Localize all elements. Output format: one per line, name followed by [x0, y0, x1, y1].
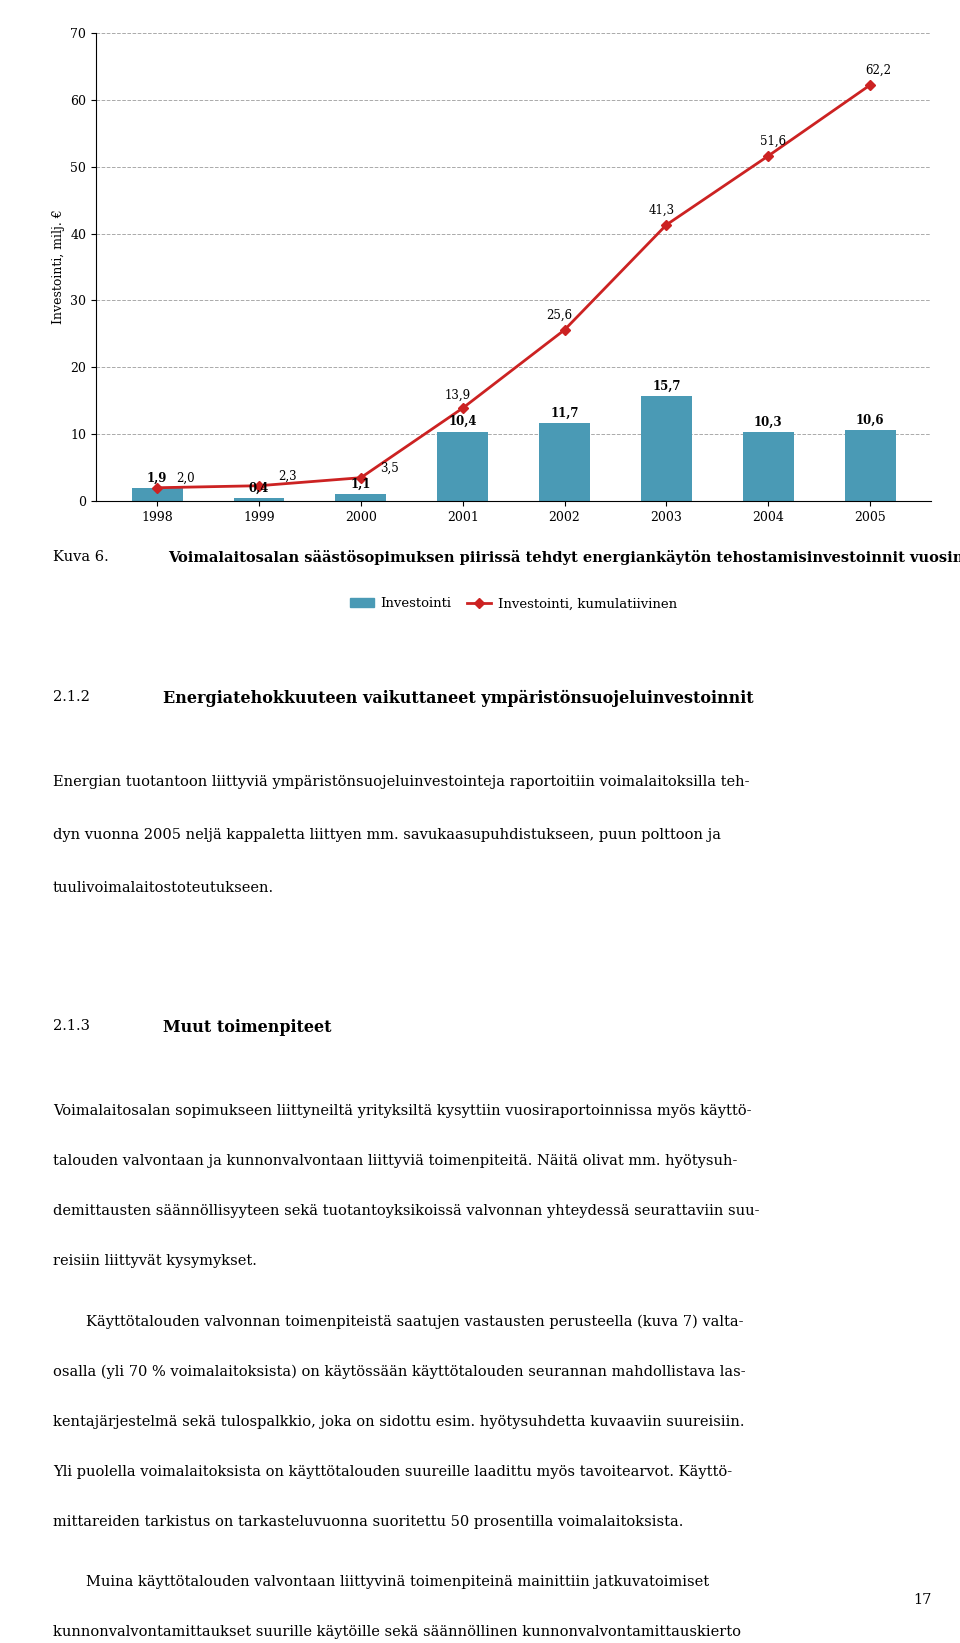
Text: Käyttötalouden valvonnan toimenpiteistä saatujen vastausten perusteella (kuva 7): Käyttötalouden valvonnan toimenpiteistä … [86, 1314, 744, 1329]
Text: 25,6: 25,6 [546, 309, 572, 322]
Text: 2,0: 2,0 [177, 472, 195, 485]
Text: demittausten säännöllisyyteen sekä tuotantoyksikoissä valvonnan yhteydessä seura: demittausten säännöllisyyteen sekä tuota… [53, 1204, 759, 1219]
Y-axis label: Investointi, milj. €: Investointi, milj. € [52, 210, 64, 324]
Text: 2,3: 2,3 [278, 470, 297, 483]
Text: kentajärjestelmä sekä tulospalkkio, joka on sidottu esim. hyötysuhdetta kuvaavii: kentajärjestelmä sekä tulospalkkio, joka… [53, 1415, 744, 1429]
Text: 13,9: 13,9 [444, 388, 470, 401]
Text: 10,3: 10,3 [754, 416, 782, 429]
Text: 2.1.3: 2.1.3 [53, 1019, 90, 1033]
Text: reisiin liittyvät kysymykset.: reisiin liittyvät kysymykset. [53, 1255, 256, 1268]
Bar [845, 430, 896, 501]
Text: 0,4: 0,4 [249, 481, 269, 495]
Text: mittareiden tarkistus on tarkasteluvuonna suoritettu 50 prosentilla voimalaitoks: mittareiden tarkistus on tarkasteluvuonn… [53, 1515, 684, 1530]
Legend: Investointi, Investointi, kumulatiivinen: Investointi, Investointi, kumulatiivinen [345, 591, 683, 616]
Bar [335, 495, 386, 501]
Text: tuulivoimalaitostoteutukseen.: tuulivoimalaitostoteutukseen. [53, 881, 274, 895]
Text: 41,3: 41,3 [648, 204, 674, 217]
Text: Kuva 6.: Kuva 6. [53, 550, 108, 565]
Text: 1,1: 1,1 [350, 478, 371, 490]
Bar [233, 498, 284, 501]
Text: 62,2: 62,2 [865, 64, 891, 77]
Text: Muina käyttötalouden valvontaan liittyvinä toimenpiteinä mainittiin jatkuvatoimi: Muina käyttötalouden valvontaan liittyvi… [86, 1574, 709, 1589]
Text: 3,5: 3,5 [380, 462, 398, 475]
Text: Energiatehokkuuteen vaikuttaneet ympäristönsuojeluinvestoinnit: Energiatehokkuuteen vaikuttaneet ympäris… [163, 690, 754, 706]
Text: dyn vuonna 2005 neljä kappaletta liittyen mm. savukaasupuhdistukseen, puun poltt: dyn vuonna 2005 neljä kappaletta liittye… [53, 828, 721, 843]
Text: kunnonvalvontamittaukset suurille käytöille sekä säännöllinen kunnonvalvontamitt: kunnonvalvontamittaukset suurille käytöi… [53, 1625, 741, 1640]
Text: 10,4: 10,4 [448, 416, 477, 429]
Bar [132, 488, 182, 501]
Text: Yli puolella voimalaitoksista on käyttötalouden suureille laadittu myös tavoitea: Yli puolella voimalaitoksista on käyttöt… [53, 1466, 732, 1479]
Text: Energian tuotantoon liittyviä ympäristönsuojeluinvestointeja raportoitiin voimal: Energian tuotantoon liittyviä ympäristön… [53, 775, 750, 790]
Text: 1,9: 1,9 [147, 472, 167, 485]
Text: 17: 17 [913, 1592, 931, 1607]
Bar [437, 432, 488, 501]
Text: Muut toimenpiteet: Muut toimenpiteet [163, 1019, 332, 1035]
Bar [641, 396, 692, 501]
Text: Voimalaitosalan sopimukseen liittyneiltä yrityksiltä kysyttiin vuosiraportoinnis: Voimalaitosalan sopimukseen liittyneiltä… [53, 1104, 752, 1119]
Text: 2.1.2: 2.1.2 [53, 690, 89, 705]
Text: 11,7: 11,7 [550, 406, 579, 419]
Text: 51,6: 51,6 [760, 135, 786, 148]
Text: osalla (yli 70 % voimalaitoksista) on käytössään käyttötalouden seurannan mahdol: osalla (yli 70 % voimalaitoksista) on kä… [53, 1364, 745, 1378]
Text: talouden valvontaan ja kunnonvalvontaan liittyviä toimenpiteitä. Näitä olivat mm: talouden valvontaan ja kunnonvalvontaan … [53, 1153, 737, 1168]
Text: 15,7: 15,7 [652, 380, 681, 393]
Bar [540, 422, 590, 501]
Text: Voimalaitosalan säästösopimuksen piirissä tehdyt energiankäytön tehostamisinvest: Voimalaitosalan säästösopimuksen piiriss… [168, 550, 960, 565]
Bar [743, 432, 794, 501]
Text: 10,6: 10,6 [855, 414, 884, 427]
